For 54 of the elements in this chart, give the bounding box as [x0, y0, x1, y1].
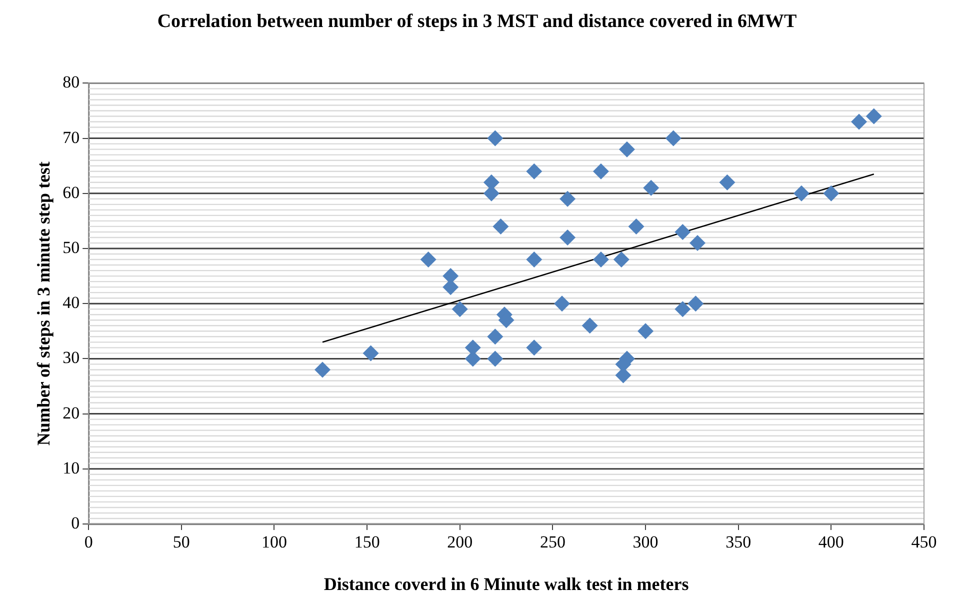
point	[793, 185, 810, 202]
x-tick-label: 50	[172, 532, 190, 552]
x-tick-label: 100	[261, 532, 287, 552]
y-tick-label: 0	[71, 513, 80, 532]
y-tick-label: 60	[62, 182, 80, 202]
point	[526, 163, 542, 180]
y-tick-label: 70	[62, 128, 80, 147]
point	[866, 108, 882, 124]
point	[592, 163, 609, 180]
y-tick-label: 20	[62, 403, 80, 422]
point	[526, 252, 542, 268]
point	[851, 114, 868, 130]
point	[420, 252, 436, 268]
point	[628, 218, 644, 234]
point	[592, 252, 609, 268]
point	[492, 218, 509, 234]
point	[665, 130, 682, 146]
y-tick-label: 10	[62, 458, 80, 478]
x-tick-label: 250	[540, 532, 566, 552]
point	[487, 350, 504, 367]
point	[674, 301, 691, 318]
point	[582, 318, 598, 334]
point	[688, 296, 704, 312]
y-tick-label: 30	[62, 348, 80, 368]
x-tick-label: 200	[447, 532, 473, 552]
point	[487, 328, 504, 345]
x-axis-title: Distance coverd in 6 Minute walk test in meters	[324, 574, 689, 594]
point	[554, 296, 570, 312]
x-tick-label: 300	[632, 532, 658, 552]
y-tick-label: 50	[62, 238, 80, 257]
y-tick-label: 40	[62, 293, 80, 312]
point	[487, 130, 504, 146]
point	[638, 323, 654, 340]
x-tick-label: 400	[818, 532, 844, 552]
x-tick-label: 350	[726, 532, 752, 552]
point	[560, 190, 576, 207]
point	[526, 340, 542, 356]
x-tick-label: 0	[84, 532, 93, 552]
point	[618, 141, 635, 158]
point	[613, 252, 630, 268]
point	[643, 180, 660, 196]
point	[452, 301, 468, 318]
x-tick-label: 450	[911, 532, 937, 552]
point	[823, 185, 840, 202]
y-axis-title: Number of steps in 3 minute step test	[33, 162, 54, 446]
chart-title: Correlation between number of steps in 3 MST and distance covered in 6MWT	[157, 10, 797, 34]
x-tick-label: 150	[354, 532, 380, 552]
point	[314, 362, 331, 378]
point	[674, 224, 691, 240]
y-tick-label: 80	[62, 72, 80, 92]
point	[560, 229, 576, 246]
point	[690, 234, 706, 251]
point	[719, 174, 736, 190]
point	[362, 345, 379, 362]
